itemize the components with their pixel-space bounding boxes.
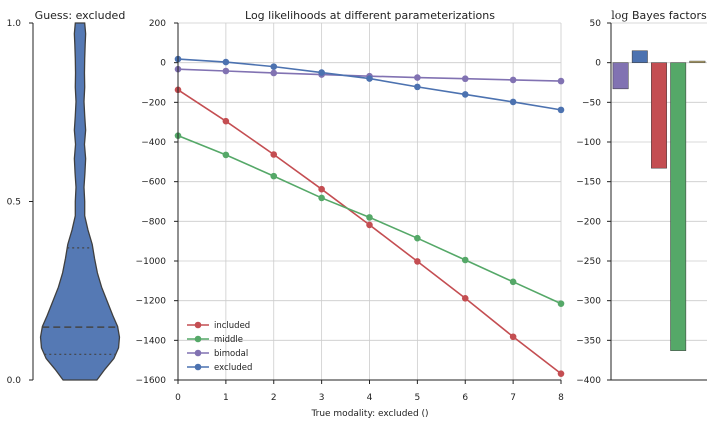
bayes-title-text: Bayes factors — [628, 9, 707, 22]
loglik-point-middle — [366, 214, 373, 221]
violin-y-axis-ticks: 0.0 0.5 1.0 — [7, 19, 33, 386]
loglik-y-tick-label: 0 — [160, 59, 166, 69]
bayes-title-math: log — [611, 9, 628, 22]
violin-title: Guess: excluded — [35, 9, 126, 22]
loglik-point-bimodal — [509, 76, 517, 84]
loglik-title: Log likelihoods at different parameteriz… — [245, 9, 495, 22]
loglik-point-bimodal — [557, 77, 565, 85]
loglik-grid — [177, 22, 562, 381]
bayes-y-tick-label: −400 — [576, 376, 601, 386]
legend-label-excluded: excluded — [214, 363, 252, 373]
loglik-x-tick-label: 8 — [558, 393, 564, 403]
bayes-bar — [612, 62, 629, 90]
loglik-point-middle — [461, 256, 469, 264]
loglik-x-axis-label: True modality: excluded () — [310, 409, 428, 419]
loglik-point-included — [557, 370, 565, 377]
loglik-y-tick-label: −800 — [141, 217, 166, 227]
loglik-point-bimodal — [222, 67, 230, 75]
loglik-point-bimodal — [461, 75, 469, 83]
loglik-point-excluded — [366, 75, 373, 82]
loglik-y-tick-label: −600 — [141, 178, 166, 188]
loglik-x-tick-label: 0 — [175, 393, 181, 403]
loglik-y-tick-label: −1000 — [136, 257, 167, 267]
legend-label-bimodal: bimodal — [214, 349, 248, 359]
legend-marker-excluded — [194, 363, 202, 371]
loglik-point-excluded — [461, 91, 469, 98]
loglik-y-tick-label: −1400 — [136, 336, 167, 346]
bayes-bar — [670, 62, 687, 351]
loglik-panel: Log likelihoods at different parameteriz… — [136, 9, 565, 419]
loglik-y-tick-label: −200 — [141, 98, 166, 108]
loglik-point-middle — [222, 151, 230, 159]
loglik-point-bimodal — [270, 69, 278, 77]
loglik-series-group — [174, 55, 565, 377]
loglik-x-tick-label: 3 — [319, 393, 325, 403]
loglik-y-tick-label: −1200 — [136, 297, 167, 307]
loglik-point-included — [366, 221, 373, 229]
bayes-y-tick-label: −350 — [576, 336, 601, 346]
loglik-y-tick-label: −400 — [141, 138, 166, 148]
loglik-point-excluded — [270, 63, 278, 70]
loglik-point-excluded — [318, 69, 325, 76]
loglik-point-middle — [414, 234, 421, 242]
violin-y-tick-label: 1.0 — [7, 19, 22, 29]
bayes-bar — [651, 62, 667, 169]
loglik-legend: included middle bimodal excluded — [187, 321, 252, 373]
violin-panel: Guess: excluded 0.0 0.5 1.0 — [7, 9, 126, 386]
loglik-point-included — [222, 117, 230, 125]
bayes-title: log Bayes factors — [611, 9, 707, 22]
loglik-x-tick-label: 6 — [462, 393, 468, 403]
legend-marker-middle — [194, 335, 202, 343]
loglik-point-included — [509, 333, 517, 341]
bayes-y-tick-label: −200 — [576, 217, 601, 227]
legend-marker-included — [194, 321, 202, 329]
loglik-point-excluded — [222, 58, 230, 66]
bayes-y-tick-label: 50 — [590, 19, 602, 29]
bayes-panel: log Bayes factors −400 −350 −300 −250 −200 −1… — [576, 9, 707, 386]
bayes-bar — [631, 50, 648, 63]
loglik-series-middle — [174, 132, 565, 307]
loglik-point-middle — [557, 300, 565, 307]
bayes-y-tick-label: 0 — [595, 59, 601, 69]
loglik-point-middle — [270, 172, 278, 180]
bayes-y-tick-label: −100 — [576, 138, 601, 148]
legend-marker-bimodal — [194, 349, 202, 357]
loglik-point-excluded — [509, 98, 517, 106]
violin-body — [39, 22, 121, 381]
legend-label-included: included — [214, 321, 250, 331]
bayes-y-axis-ticks: −400 −350 −300 −250 −200 −150 −100 −50 0 50 — [576, 19, 611, 386]
legend-label-middle: middle — [214, 335, 243, 345]
bayes-y-tick-label: −300 — [576, 297, 601, 307]
bayes-y-tick-label: −150 — [576, 178, 601, 188]
loglik-y-tick-label: 200 — [149, 19, 166, 29]
loglik-y-tick-label: −1600 — [136, 376, 167, 386]
loglik-point-included — [414, 258, 421, 265]
loglik-point-included — [270, 151, 278, 158]
loglik-point-bimodal — [414, 74, 421, 81]
loglik-point-included — [461, 294, 469, 302]
bayes-y-tick-label: −50 — [582, 98, 601, 108]
bayes-bars-group — [612, 50, 706, 351]
loglik-y-axis-ticks: −1600 −1400 −1200 −1000 −800 −600 −400 −200 0 200 — [136, 19, 178, 386]
loglik-point-middle — [509, 278, 517, 286]
loglik-point-excluded — [414, 83, 421, 91]
loglik-x-tick-label: 2 — [271, 393, 277, 403]
loglik-x-tick-label: 1 — [223, 393, 229, 403]
loglik-x-axis-ticks: 0 1 2 3 4 5 6 7 8 — [175, 380, 564, 403]
loglik-point-middle — [318, 194, 325, 202]
loglik-point-excluded — [557, 106, 565, 114]
loglik-x-tick-label: 4 — [367, 393, 373, 403]
loglik-point-included — [318, 185, 325, 193]
bayes-bar — [689, 60, 706, 63]
bayes-y-tick-label: −250 — [576, 257, 601, 267]
loglik-x-tick-label: 7 — [510, 393, 516, 403]
violin-y-tick-label: 0.0 — [7, 376, 22, 386]
loglik-x-tick-label: 5 — [415, 393, 421, 403]
violin-y-tick-label: 0.5 — [7, 198, 21, 208]
